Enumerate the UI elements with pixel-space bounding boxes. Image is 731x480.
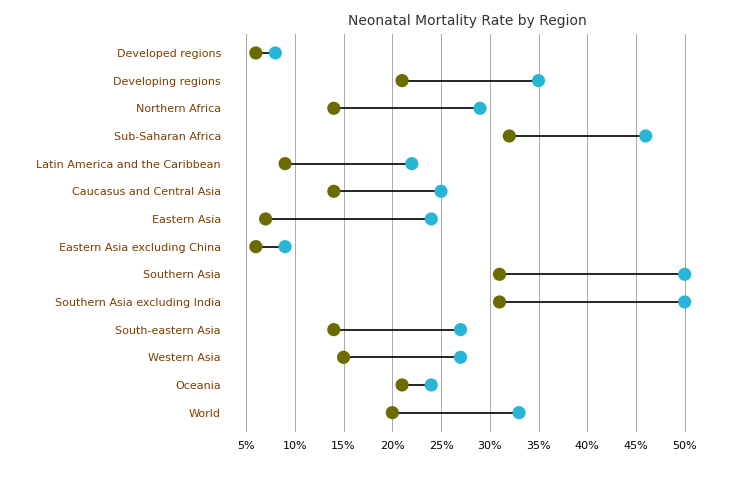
Point (250, 243, 262, 251)
Title: Neonatal Mortality Rate by Region: Neonatal Mortality Rate by Region (349, 14, 587, 28)
Point (425, 215, 437, 223)
Point (279, 243, 291, 251)
Point (396, 77, 408, 84)
Point (455, 326, 466, 334)
Point (328, 105, 340, 112)
Point (279, 160, 291, 168)
Point (455, 353, 466, 361)
Point (533, 77, 545, 84)
Point (504, 132, 515, 140)
Point (270, 49, 281, 57)
Point (493, 270, 505, 278)
Point (328, 188, 340, 195)
Point (396, 381, 408, 389)
Point (425, 381, 437, 389)
Point (679, 270, 691, 278)
Point (338, 353, 349, 361)
Point (260, 215, 271, 223)
Point (250, 49, 262, 57)
Point (406, 160, 417, 168)
Point (513, 409, 525, 417)
Point (679, 298, 691, 306)
Point (328, 326, 340, 334)
Point (493, 298, 505, 306)
Point (435, 188, 447, 195)
Point (640, 132, 651, 140)
Point (387, 409, 398, 417)
Point (474, 105, 486, 112)
